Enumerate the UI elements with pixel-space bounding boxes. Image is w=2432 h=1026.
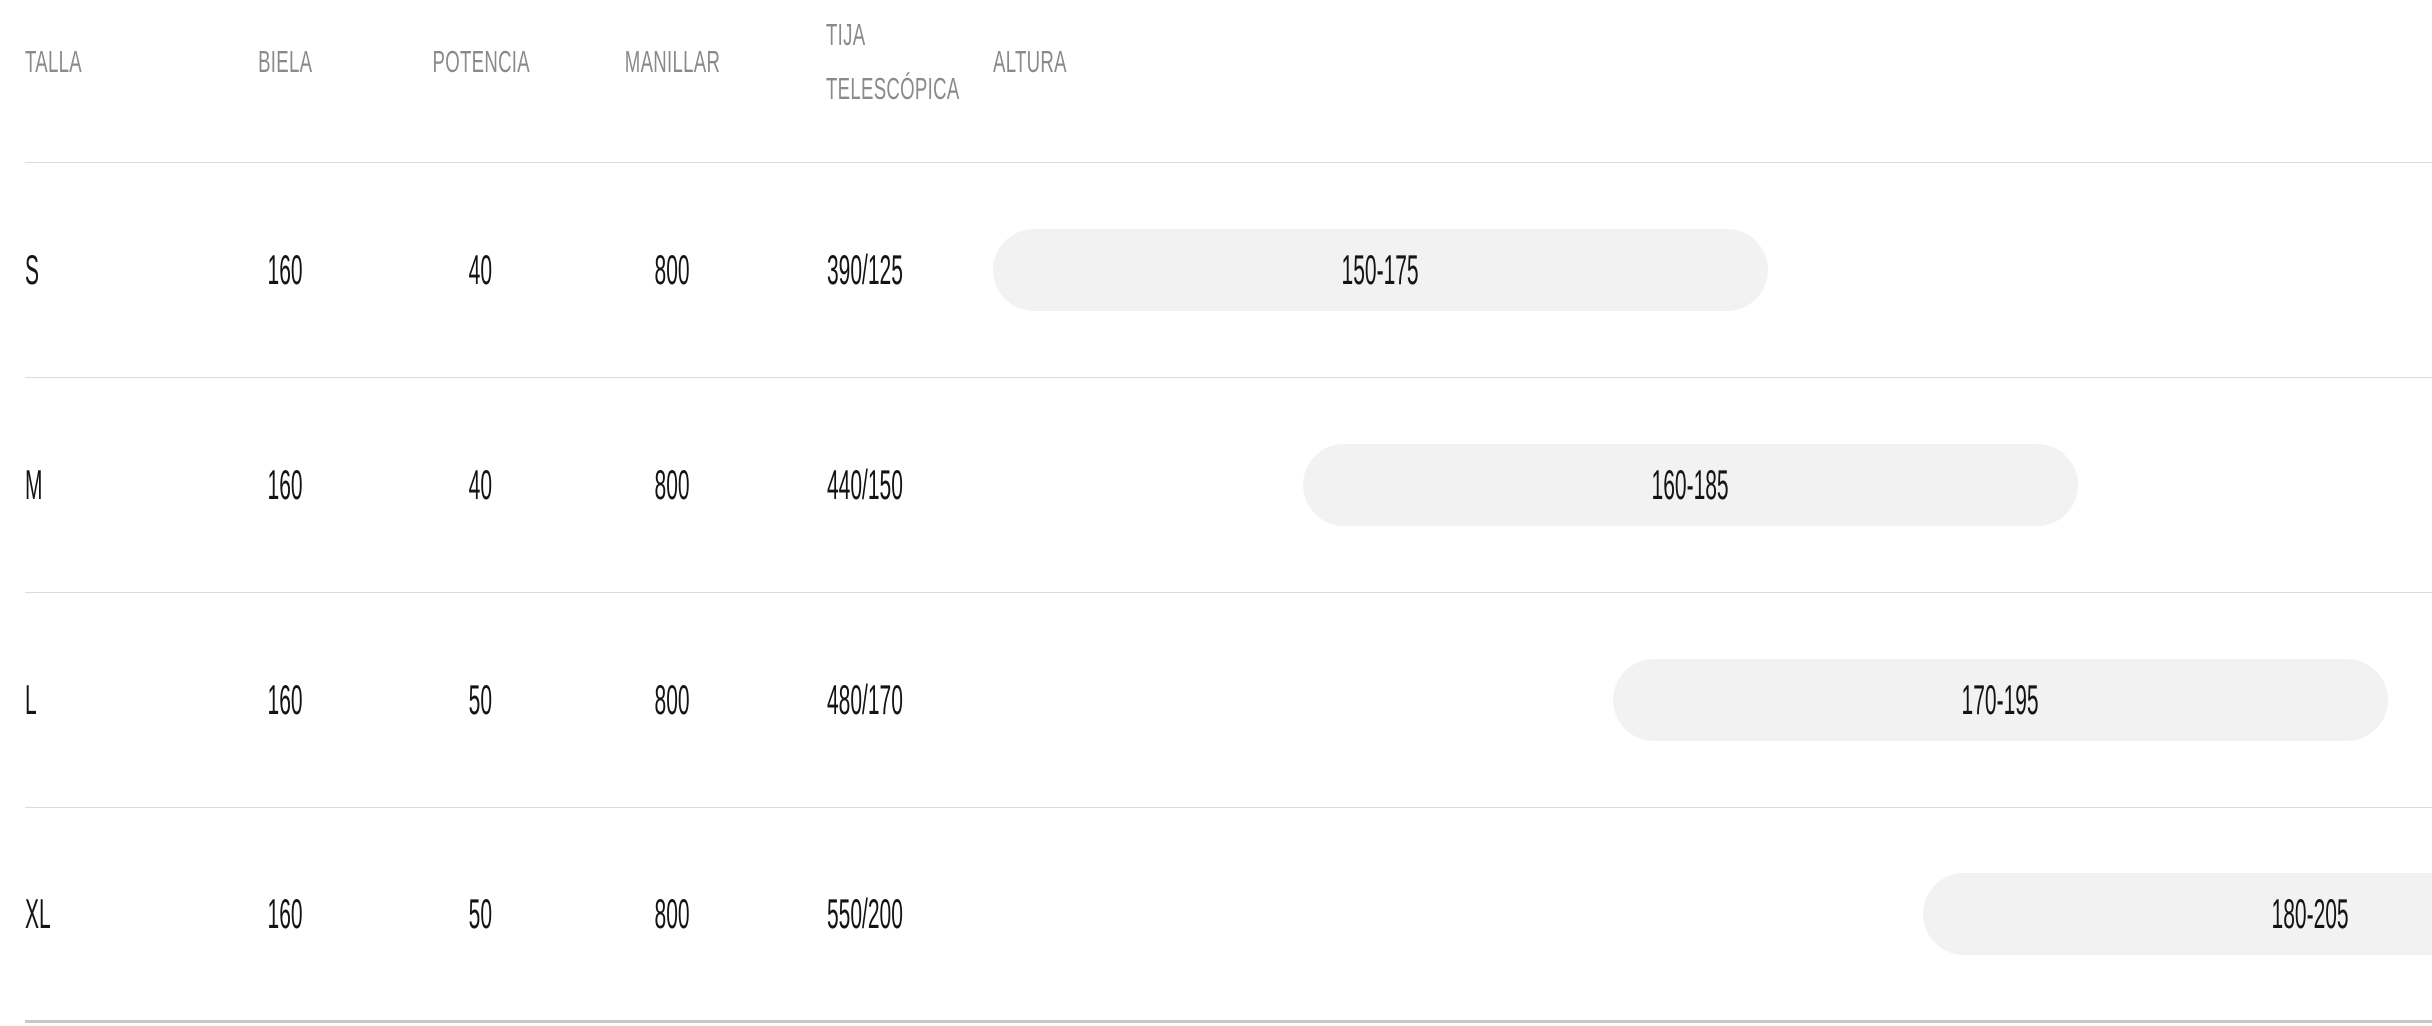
altura-range-pill: 180-205 xyxy=(1923,873,2432,955)
header-cell-manillar: MANILLAR xyxy=(560,44,785,80)
header-cell-potencia: POTENCIA xyxy=(400,44,560,80)
bike-size-table: TALLA BIELA POTENCIA MANILLAR TIJA TELES… xyxy=(25,0,2432,1023)
cell-potencia: 50 xyxy=(400,676,560,724)
tija-value: 480/170 xyxy=(827,676,903,723)
table-row-size-xl: XL 160 50 800 550/200 180-205 xyxy=(25,808,2432,1023)
size-label: S xyxy=(25,246,40,293)
header-cell-biela: BIELA xyxy=(170,44,400,80)
cell-talla: S xyxy=(25,246,170,294)
manillar-value: 800 xyxy=(654,461,691,508)
header-cell-talla: TALLA xyxy=(25,44,170,80)
cell-biela: 160 xyxy=(170,890,400,938)
cell-manillar: 800 xyxy=(560,676,785,724)
altura-range-label: 150-175 xyxy=(1341,246,1420,293)
altura-range-pill: 170-195 xyxy=(1613,659,2388,741)
header-cell-tija-telescopica: TIJA TELESCÓPICA xyxy=(785,8,959,116)
cell-potencia: 50 xyxy=(400,890,560,938)
cell-altura: 160-185 xyxy=(945,378,2432,592)
tija-value: 440/150 xyxy=(827,461,903,508)
header-label-manillar: MANILLAR xyxy=(624,43,721,79)
cell-manillar: 800 xyxy=(560,890,785,938)
tija-value: 390/125 xyxy=(827,246,903,293)
cell-manillar: 800 xyxy=(560,246,785,294)
potencia-value: 40 xyxy=(468,246,492,293)
size-table-header-row: TALLA BIELA POTENCIA MANILLAR TIJA TELES… xyxy=(25,0,2432,163)
header-label-altura: ALTURA xyxy=(993,43,1067,79)
header-label-tija-telescopica: TIJA TELESCÓPICA xyxy=(826,16,960,106)
potencia-value: 50 xyxy=(468,676,492,723)
cell-altura: 170-195 xyxy=(945,593,2432,807)
table-row-size-l: L 160 50 800 480/170 170-195 xyxy=(25,593,2432,808)
table-row-size-s: S 160 40 800 390/125 150-175 xyxy=(25,163,2432,378)
size-label: M xyxy=(25,461,43,508)
manillar-value: 800 xyxy=(654,246,691,293)
potencia-value: 50 xyxy=(468,890,492,937)
cell-potencia: 40 xyxy=(400,246,560,294)
altura-range-pill: 160-185 xyxy=(1303,444,2078,526)
header-cell-altura: ALTURA xyxy=(945,0,2432,123)
table-row-size-m: M 160 40 800 440/150 160-185 xyxy=(25,378,2432,593)
biela-value: 160 xyxy=(267,676,303,723)
cell-altura: 150-175 xyxy=(945,163,2432,377)
cell-talla: XL xyxy=(25,890,170,938)
biela-value: 160 xyxy=(267,890,303,937)
biela-value: 160 xyxy=(267,461,303,508)
cell-tija: 440/150 xyxy=(785,461,945,509)
cell-tija: 480/170 xyxy=(785,676,945,724)
manillar-value: 800 xyxy=(654,890,691,937)
cell-tija: 550/200 xyxy=(785,890,945,938)
cell-talla: M xyxy=(25,461,170,509)
altura-range-label: 170-195 xyxy=(1961,676,2040,723)
size-label: XL xyxy=(25,890,51,937)
tija-value: 550/200 xyxy=(827,890,903,937)
size-table-scroll-area[interactable]: TALLA BIELA POTENCIA MANILLAR TIJA TELES… xyxy=(25,0,2432,1026)
header-label-potencia: POTENCIA xyxy=(432,43,530,79)
cell-biela: 160 xyxy=(170,461,400,509)
cell-altura: 180-205 xyxy=(945,808,2432,1020)
altura-range-label: 160-185 xyxy=(1651,461,1730,508)
header-label-talla: TALLA xyxy=(25,43,82,79)
manillar-value: 800 xyxy=(654,676,691,723)
altura-range-pill: 150-175 xyxy=(993,229,1768,311)
cell-potencia: 40 xyxy=(400,461,560,509)
biela-value: 160 xyxy=(267,246,303,293)
cell-manillar: 800 xyxy=(560,461,785,509)
cell-biela: 160 xyxy=(170,676,400,724)
altura-range-label: 180-205 xyxy=(2271,890,2350,937)
cell-talla: L xyxy=(25,676,170,724)
header-label-biela: BIELA xyxy=(257,43,313,79)
cell-biela: 160 xyxy=(170,246,400,294)
size-label: L xyxy=(25,676,37,723)
cell-tija: 390/125 xyxy=(785,246,945,294)
potencia-value: 40 xyxy=(468,461,492,508)
